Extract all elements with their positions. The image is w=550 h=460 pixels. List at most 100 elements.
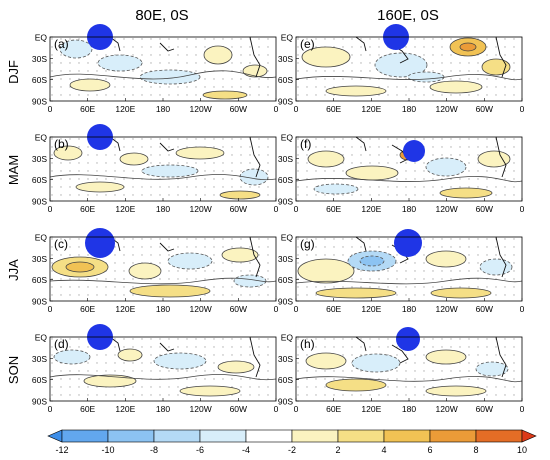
lon-tick-label: 120E bbox=[361, 404, 381, 414]
lat-tick-label: 30S bbox=[278, 254, 293, 264]
lon-tick-label: 0 bbox=[274, 304, 279, 314]
lon-tick-label: 180 bbox=[156, 404, 170, 414]
lon-tick-label: 180 bbox=[402, 404, 416, 414]
lon-tick-label: 180 bbox=[402, 204, 416, 214]
panel-label-g: (g) bbox=[300, 237, 315, 251]
lon-tick-label: 120W bbox=[436, 404, 458, 414]
lon-tick-label: 0 bbox=[48, 204, 53, 214]
lon-tick-label: 120E bbox=[115, 204, 135, 214]
colorbar-segment bbox=[291, 429, 339, 443]
colorbar-arrow-right bbox=[521, 429, 537, 443]
lon-tick-label: 0 bbox=[48, 404, 53, 414]
lat-tick-label: 90S bbox=[32, 97, 47, 107]
lon-tick-label: 0 bbox=[48, 304, 53, 314]
lat-tick-label: 30S bbox=[32, 154, 47, 164]
lon-tick-label: 60W bbox=[230, 204, 247, 214]
panel-d: (d) bbox=[49, 324, 277, 402]
lon-tick-label: 60W bbox=[476, 104, 493, 114]
colorbar-tick-label: 8 bbox=[473, 445, 478, 455]
lat-tick-label: 90S bbox=[278, 197, 293, 207]
lat-tick-label: 60S bbox=[32, 375, 47, 385]
colorbar-tick-label: 10 bbox=[517, 445, 527, 455]
season-label-djf: DJF bbox=[6, 60, 21, 84]
lat-tick-label: 90S bbox=[278, 297, 293, 307]
colorbar-segment bbox=[337, 429, 385, 443]
colorbar-tick-label: -8 bbox=[150, 445, 158, 455]
lon-tick-label: 60W bbox=[476, 204, 493, 214]
colorbar-segment bbox=[61, 429, 109, 443]
lon-tick-label: 120E bbox=[115, 104, 135, 114]
lat-tick-label: 60S bbox=[278, 175, 293, 185]
lon-tick-label: 120W bbox=[436, 204, 458, 214]
lon-tick-label: 60W bbox=[230, 404, 247, 414]
lat-tick-label: 30S bbox=[32, 254, 47, 264]
colorbar-segment bbox=[429, 429, 477, 443]
panel-label-c: (c) bbox=[54, 237, 68, 251]
panel-label-d: (d) bbox=[54, 337, 69, 351]
colorbar-arrow-left bbox=[47, 429, 63, 443]
lon-tick-label: 60E bbox=[80, 304, 95, 314]
season-label-mam: MAM bbox=[6, 155, 21, 185]
season-label-son: SON bbox=[6, 356, 21, 384]
lon-tick-label: 120W bbox=[436, 304, 458, 314]
lon-tick-label: 120W bbox=[190, 404, 212, 414]
lon-tick-label: 120W bbox=[190, 304, 212, 314]
lon-tick-label: 0 bbox=[274, 404, 279, 414]
column-title-right: 160E, 0S bbox=[377, 7, 439, 24]
column-title-left: 80E, 0S bbox=[135, 7, 188, 24]
panel-label-e: (e) bbox=[300, 37, 315, 51]
panel-h: (h) bbox=[295, 327, 523, 402]
lat-tick-label: 30S bbox=[278, 154, 293, 164]
lon-tick-label: 120E bbox=[115, 304, 135, 314]
lon-tick-label: 120E bbox=[361, 104, 381, 114]
colorbar: -12-10-8-6-4-224681012 bbox=[47, 429, 537, 455]
colorbar-segment bbox=[475, 429, 523, 443]
colorbar-segment bbox=[107, 429, 155, 443]
panel-a: (a) bbox=[49, 24, 277, 102]
lat-tick-label: 30S bbox=[32, 354, 47, 364]
lon-tick-label: 0 bbox=[294, 104, 299, 114]
colorbar-segment bbox=[383, 429, 431, 443]
colorbar-segment bbox=[153, 429, 201, 443]
lat-tick-label: 60S bbox=[278, 275, 293, 285]
lat-tick-label: EQ bbox=[35, 33, 48, 43]
lat-tick-label: EQ bbox=[281, 333, 294, 343]
lon-tick-label: 0 bbox=[48, 104, 53, 114]
lon-tick-label: 120W bbox=[190, 104, 212, 114]
panel-label-b: (b) bbox=[54, 137, 69, 151]
lat-tick-label: EQ bbox=[281, 33, 294, 43]
lon-tick-label: 60E bbox=[80, 404, 95, 414]
lon-tick-label: 60E bbox=[326, 304, 341, 314]
panel-e: (e) bbox=[295, 24, 523, 102]
lon-tick-label: 0 bbox=[274, 104, 279, 114]
lat-tick-label: EQ bbox=[35, 133, 48, 143]
lat-tick-label: 90S bbox=[278, 397, 293, 407]
lon-tick-label: 60W bbox=[230, 104, 247, 114]
lat-tick-label: EQ bbox=[281, 133, 294, 143]
lon-tick-label: 180 bbox=[156, 104, 170, 114]
colorbar-tick-label: 6 bbox=[427, 445, 432, 455]
lat-tick-label: 60S bbox=[278, 75, 293, 85]
lat-tick-label: 90S bbox=[32, 397, 47, 407]
lon-tick-label: 60W bbox=[230, 304, 247, 314]
panel-label-a: (a) bbox=[54, 37, 69, 51]
lon-tick-label: 60E bbox=[326, 404, 341, 414]
colorbar-tick-label: 4 bbox=[381, 445, 386, 455]
panel-label-f: (f) bbox=[300, 137, 311, 151]
lon-tick-label: 180 bbox=[156, 204, 170, 214]
lon-tick-label: 0 bbox=[274, 204, 279, 214]
lon-tick-label: 120W bbox=[436, 104, 458, 114]
lat-tick-label: 60S bbox=[32, 275, 47, 285]
lat-tick-label: EQ bbox=[35, 333, 48, 343]
lon-tick-label: 0 bbox=[294, 304, 299, 314]
panel-c: (c) bbox=[49, 228, 277, 302]
lon-tick-label: 180 bbox=[402, 104, 416, 114]
lon-tick-label: 0 bbox=[294, 204, 299, 214]
colorbar-tick-label: -10 bbox=[101, 445, 114, 455]
panel-f: (f) bbox=[295, 136, 523, 202]
panel-label-h: (h) bbox=[300, 337, 315, 351]
panel-b: (b) bbox=[49, 124, 277, 202]
lon-tick-label: 120E bbox=[361, 304, 381, 314]
colorbar-tick-label: -12 bbox=[55, 445, 68, 455]
